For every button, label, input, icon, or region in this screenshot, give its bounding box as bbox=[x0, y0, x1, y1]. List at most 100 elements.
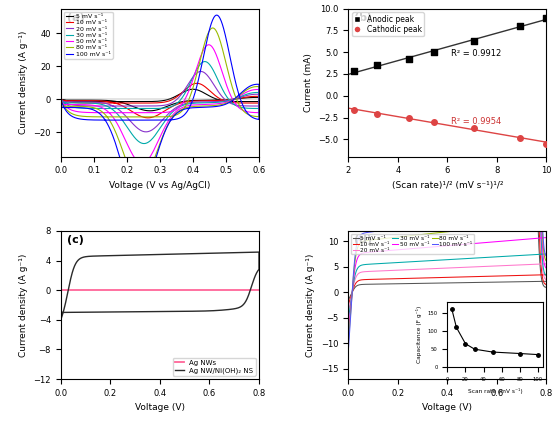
Y-axis label: Current density (A g⁻¹): Current density (A g⁻¹) bbox=[19, 31, 28, 134]
10 mV s⁻¹ bbox=[194, 81, 200, 86]
Ag NW/Ni(OH)₂ NS bbox=[98, 253, 104, 259]
5 mV s⁻¹ bbox=[182, 99, 188, 104]
Ag NWs bbox=[256, 288, 262, 293]
Line: 100 mV s⁻¹: 100 mV s⁻¹ bbox=[348, 0, 546, 353]
Point bbox=[469, 124, 478, 131]
X-axis label: Voltage (V): Voltage (V) bbox=[422, 403, 473, 412]
20 mV s⁻¹ bbox=[345, 311, 352, 316]
Ag NWs bbox=[122, 288, 129, 293]
100 mV s⁻¹ bbox=[232, 81, 239, 86]
X-axis label: Voltage (V): Voltage (V) bbox=[135, 403, 185, 412]
Text: R² = 0.9912: R² = 0.9912 bbox=[452, 49, 502, 58]
80 mV s⁻¹ bbox=[385, 236, 392, 241]
80 mV s⁻¹ bbox=[137, 181, 144, 186]
30 mV s⁻¹ bbox=[232, 103, 239, 108]
30 mV s⁻¹ bbox=[137, 140, 144, 145]
10 mV s⁻¹ bbox=[137, 113, 144, 118]
Line: 5 mV s⁻¹: 5 mV s⁻¹ bbox=[61, 89, 259, 111]
80 mV s⁻¹ bbox=[137, 181, 144, 186]
100 mV s⁻¹ bbox=[214, 12, 220, 17]
10 mV s⁻¹ bbox=[506, 273, 512, 278]
10 mV s⁻¹ bbox=[232, 100, 239, 105]
Line: 100 mV s⁻¹: 100 mV s⁻¹ bbox=[61, 15, 259, 199]
Legend: Anodic peak, Cathodic peak: Anodic peak, Cathodic peak bbox=[352, 12, 424, 37]
Ag NW/Ni(OH)₂ NS bbox=[256, 250, 262, 255]
Point bbox=[373, 111, 381, 118]
Ag NWs bbox=[57, 288, 64, 293]
10 mV s⁻¹ bbox=[219, 97, 225, 102]
80 mV s⁻¹ bbox=[182, 106, 188, 111]
30 mV s⁻¹ bbox=[57, 97, 64, 102]
10 mV s⁻¹ bbox=[345, 302, 352, 308]
5 mV s⁻¹ bbox=[57, 97, 64, 102]
Legend: Ag NWs, Ag NW/Ni(OH)₂ NS: Ag NWs, Ag NW/Ni(OH)₂ NS bbox=[173, 357, 256, 376]
20 mV s⁻¹ bbox=[506, 263, 512, 268]
Line: 20 mV s⁻¹: 20 mV s⁻¹ bbox=[61, 72, 259, 132]
80 mV s⁻¹ bbox=[57, 97, 64, 102]
100 mV s⁻¹ bbox=[98, 118, 104, 123]
10 mV s⁻¹ bbox=[98, 101, 104, 106]
Y-axis label: Current (mA): Current (mA) bbox=[304, 53, 313, 112]
5 mV s⁻¹ bbox=[57, 98, 64, 103]
Line: 20 mV s⁻¹: 20 mV s⁻¹ bbox=[348, 0, 546, 313]
Ag NW/Ni(OH)₂ NS bbox=[57, 317, 64, 322]
80 mV s⁻¹ bbox=[219, 43, 225, 49]
Text: (c): (c) bbox=[67, 235, 83, 245]
30 mV s⁻¹ bbox=[385, 261, 392, 266]
30 mV s⁻¹ bbox=[219, 85, 225, 90]
5 mV s⁻¹ bbox=[345, 298, 352, 303]
20 mV s⁻¹ bbox=[143, 130, 150, 135]
Line: 10 mV s⁻¹: 10 mV s⁻¹ bbox=[348, 0, 546, 305]
Point bbox=[405, 56, 414, 63]
Y-axis label: Current density (A g⁻¹): Current density (A g⁻¹) bbox=[19, 253, 28, 357]
80 mV s⁻¹ bbox=[232, 95, 239, 101]
80 mV s⁻¹ bbox=[210, 26, 216, 31]
Ag NWs bbox=[81, 288, 88, 293]
Line: 50 mV s⁻¹: 50 mV s⁻¹ bbox=[61, 45, 259, 164]
10 mV s⁻¹ bbox=[182, 100, 188, 105]
100 mV s⁻¹ bbox=[345, 350, 352, 355]
Ag NW/Ni(OH)₂ NS bbox=[57, 310, 64, 315]
30 mV s⁻¹ bbox=[506, 253, 512, 259]
30 mV s⁻¹ bbox=[98, 106, 104, 111]
Y-axis label: Current density (A g⁻¹): Current density (A g⁻¹) bbox=[306, 253, 315, 357]
Point bbox=[469, 37, 478, 44]
30 mV s⁻¹ bbox=[345, 318, 352, 323]
Ag NWs bbox=[201, 288, 208, 293]
100 mV s⁻¹ bbox=[135, 196, 141, 201]
10 mV s⁻¹ bbox=[144, 115, 151, 121]
Ag NW/Ni(OH)₂ NS bbox=[182, 309, 188, 314]
100 mV s⁻¹ bbox=[219, 20, 225, 25]
Point bbox=[405, 115, 414, 122]
30 mV s⁻¹ bbox=[201, 59, 208, 64]
50 mV s⁻¹ bbox=[139, 161, 146, 166]
Line: 30 mV s⁻¹: 30 mV s⁻¹ bbox=[61, 62, 259, 144]
Ag NWs bbox=[136, 288, 142, 293]
50 mV s⁻¹ bbox=[137, 161, 144, 166]
5 mV s⁻¹ bbox=[144, 108, 151, 113]
50 mV s⁻¹ bbox=[145, 158, 151, 163]
20 mV s⁻¹ bbox=[232, 103, 239, 108]
Point bbox=[542, 140, 551, 147]
20 mV s⁻¹ bbox=[219, 93, 225, 98]
10 mV s⁻¹ bbox=[520, 273, 527, 278]
Text: R² = 0.9954: R² = 0.9954 bbox=[452, 117, 502, 126]
50 mV s⁻¹ bbox=[57, 102, 64, 107]
Point bbox=[516, 23, 525, 29]
80 mV s⁻¹ bbox=[57, 104, 64, 109]
Line: 30 mV s⁻¹: 30 mV s⁻¹ bbox=[348, 0, 546, 320]
80 mV s⁻¹ bbox=[98, 114, 104, 119]
10 mV s⁻¹ bbox=[385, 276, 392, 282]
10 mV s⁻¹ bbox=[145, 115, 151, 121]
100 mV s⁻¹ bbox=[182, 106, 188, 112]
Point bbox=[430, 118, 439, 125]
5 mV s⁻¹ bbox=[147, 108, 153, 113]
5 mV s⁻¹ bbox=[219, 98, 225, 103]
Point bbox=[373, 62, 381, 69]
Text: (a): (a) bbox=[67, 13, 84, 23]
30 mV s⁻¹ bbox=[182, 102, 188, 107]
30 mV s⁻¹ bbox=[520, 253, 527, 258]
80 mV s⁻¹ bbox=[345, 342, 352, 347]
X-axis label: (Scan rate)¹/² (mV s⁻¹)¹/²: (Scan rate)¹/² (mV s⁻¹)¹/² bbox=[391, 181, 503, 190]
Line: 80 mV s⁻¹: 80 mV s⁻¹ bbox=[61, 28, 259, 183]
